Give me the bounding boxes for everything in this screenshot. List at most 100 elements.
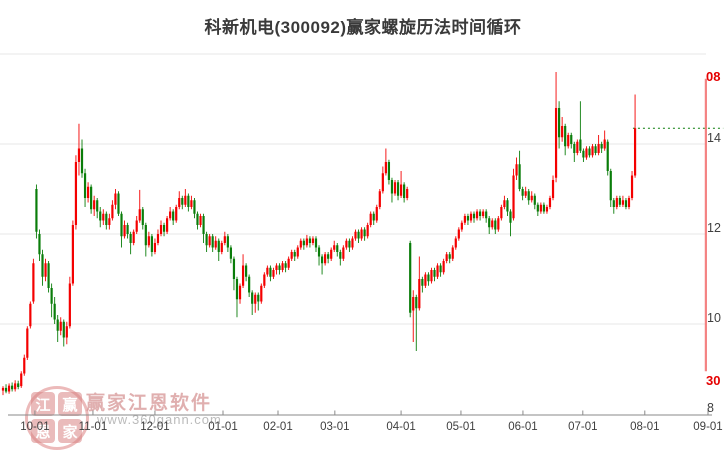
candle-body (20, 373, 23, 387)
candle-body (573, 144, 576, 153)
candle-body (491, 220, 494, 228)
candle-body (460, 222, 463, 230)
candle-body (409, 243, 412, 313)
candle-body (105, 213, 108, 225)
candle-body (263, 274, 266, 286)
candle-body (184, 195, 187, 205)
candle-body (178, 198, 181, 207)
candle-body (330, 249, 333, 259)
candle-body (17, 383, 20, 387)
candle-body (597, 144, 600, 153)
candle-body (475, 211, 479, 219)
candle-body (387, 162, 391, 180)
candle-body (548, 198, 552, 207)
candle-body (275, 265, 278, 270)
candle-body (293, 252, 296, 257)
candle-body (74, 162, 78, 225)
candle-body (266, 267, 269, 275)
candle-body (126, 225, 129, 234)
candle-body (521, 189, 524, 196)
candle-body (199, 216, 202, 225)
candle-body (345, 240, 348, 248)
y-tick-label: 12 (707, 221, 721, 235)
gridlines (0, 53, 706, 325)
candle-body (600, 144, 603, 149)
candle-body (93, 200, 96, 210)
candle-body (424, 274, 427, 286)
candle-body (47, 263, 50, 288)
candle-body (305, 238, 308, 246)
candle-body (4, 387, 8, 392)
cycle-date-bottom-label: 30 (706, 373, 720, 388)
candle-body (451, 247, 454, 259)
candle-body (11, 385, 14, 390)
candle-body (539, 204, 542, 212)
candle-body (469, 213, 473, 221)
candle-body (369, 213, 372, 225)
candle-body (278, 265, 281, 270)
candle-body (296, 247, 299, 257)
candle-body (360, 229, 363, 239)
candle-body (211, 236, 214, 248)
candle-body (232, 258, 236, 279)
candle-body (576, 141, 579, 153)
y-tick-label: 8 (707, 401, 714, 415)
candle-body (59, 321, 62, 331)
candle-body (327, 254, 330, 259)
candle-body (472, 213, 476, 219)
y-axis-labels: 14 12 10 8 (707, 131, 721, 415)
candle-body (175, 207, 178, 221)
candle-body (187, 195, 190, 207)
x-tick-label: 02-01 (263, 421, 292, 433)
candle-body (208, 236, 211, 246)
x-tick-label: 07-01 (568, 421, 597, 433)
candle-body (603, 139, 606, 149)
candle-body (120, 213, 123, 237)
candle-body (372, 213, 375, 221)
candle-body (248, 276, 251, 293)
candle-body (102, 213, 105, 221)
candle-body (415, 297, 418, 309)
candle-body (181, 198, 184, 205)
x-axis: 10-01 11-01 12-01 01-01 02-01 03-01 04-01 05-01… (8, 410, 723, 433)
candle-body (281, 263, 284, 270)
x-tick-label: 05-01 (446, 421, 475, 433)
candle-body (399, 184, 403, 196)
candle-body (229, 247, 233, 259)
candle-body (308, 238, 312, 243)
x-tick-label: 08-01 (630, 421, 659, 433)
y-tick-label: 10 (707, 311, 721, 325)
candle-body (381, 173, 384, 192)
candle-body (241, 265, 245, 286)
candle-body (111, 204, 114, 219)
candle-body (618, 198, 621, 205)
candle-body (290, 252, 293, 259)
candle-body (260, 285, 263, 302)
candle-body (284, 263, 287, 268)
candle-body (53, 303, 56, 320)
candle-body (621, 200, 625, 205)
candle-body (478, 211, 482, 216)
candle-body (220, 243, 223, 252)
candle-body (214, 240, 217, 248)
candle-body (23, 357, 26, 374)
candle-body (384, 162, 387, 174)
candle-body (436, 265, 439, 277)
candle-body (633, 128, 637, 176)
candle-body (77, 148, 81, 162)
candle-body (38, 234, 41, 255)
candle-body (588, 148, 591, 156)
candle-body (375, 207, 378, 221)
candle-body (418, 279, 421, 309)
candle-body (205, 234, 208, 246)
candle-body (533, 195, 536, 205)
candle-body (202, 216, 205, 234)
candle-body (1, 387, 5, 391)
candle-body (226, 236, 229, 248)
candle-body (150, 236, 154, 252)
page-title: 科新机电(300092)赢家螺旋历法时间循环 (204, 18, 522, 37)
candle-body (585, 148, 588, 158)
candle-body (630, 175, 634, 198)
candle-body (551, 180, 555, 198)
